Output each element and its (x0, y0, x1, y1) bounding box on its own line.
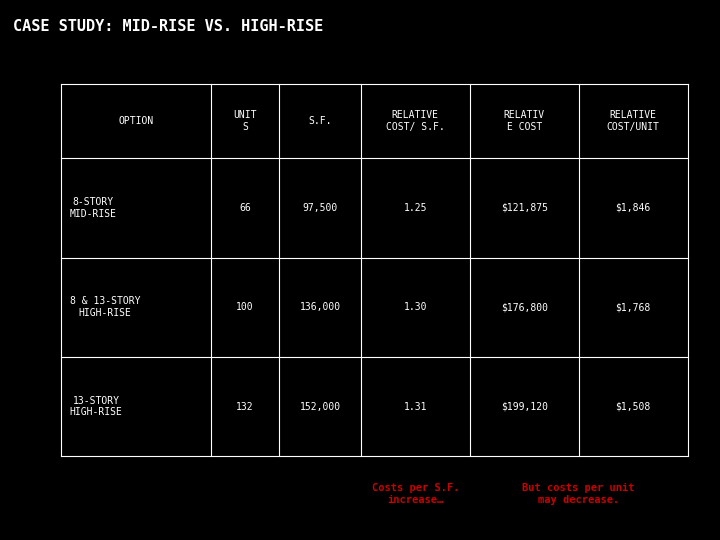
Text: 66: 66 (239, 203, 251, 213)
Text: 8-STORY
MID-RISE: 8-STORY MID-RISE (70, 197, 117, 219)
Text: 13-STORY
HIGH-RISE: 13-STORY HIGH-RISE (70, 396, 122, 417)
Text: $199,120: $199,120 (500, 402, 548, 411)
Text: RELATIV
E COST: RELATIV E COST (503, 110, 545, 132)
Text: Costs per S.F.
increase…: Costs per S.F. increase… (372, 483, 459, 505)
Text: But costs per unit
may decrease.: But costs per unit may decrease. (523, 483, 635, 505)
Text: OPTION: OPTION (119, 116, 154, 126)
Text: 152,000: 152,000 (300, 402, 341, 411)
Text: $1,508: $1,508 (616, 402, 651, 411)
Text: $1,846: $1,846 (616, 203, 651, 213)
Text: 1.30: 1.30 (403, 302, 427, 312)
Text: 132: 132 (236, 402, 254, 411)
Text: CASE STUDY: MID-RISE VS. HIGH-RISE: CASE STUDY: MID-RISE VS. HIGH-RISE (13, 19, 323, 34)
Text: 8 & 13-STORY
HIGH-RISE: 8 & 13-STORY HIGH-RISE (70, 296, 140, 318)
Text: RELATIVE
COST/ S.F.: RELATIVE COST/ S.F. (386, 110, 445, 132)
Text: $1,768: $1,768 (616, 302, 651, 312)
Text: $176,800: $176,800 (500, 302, 548, 312)
Text: 136,000: 136,000 (300, 302, 341, 312)
Text: RELATIVE
COST/UNIT: RELATIVE COST/UNIT (607, 110, 660, 132)
Text: S.F.: S.F. (308, 116, 332, 126)
Text: 1.25: 1.25 (403, 203, 427, 213)
Text: 97,500: 97,500 (302, 203, 338, 213)
Text: 1.31: 1.31 (403, 402, 427, 411)
Text: $121,875: $121,875 (500, 203, 548, 213)
Text: 100: 100 (236, 302, 254, 312)
Text: UNIT
S: UNIT S (233, 110, 257, 132)
